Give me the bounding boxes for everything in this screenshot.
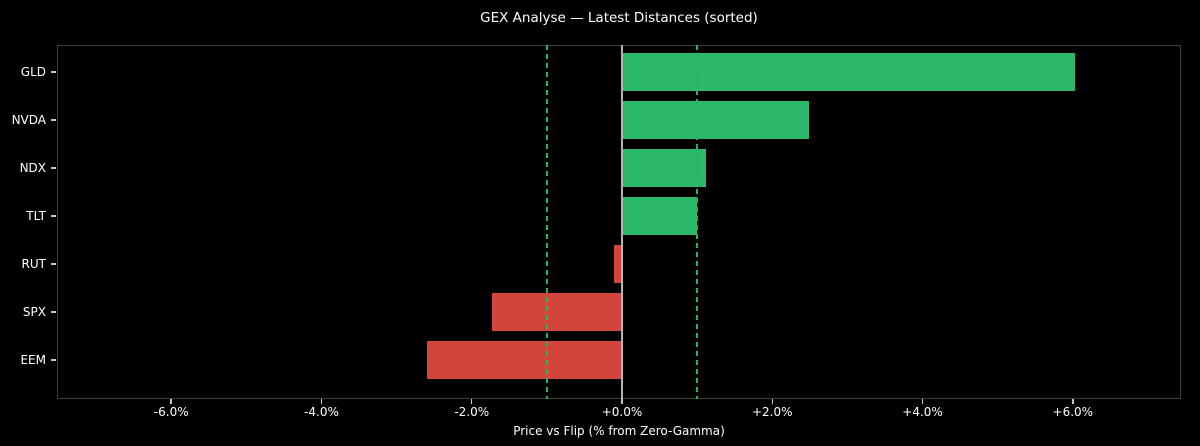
- y-tick-label: RUT: [21, 257, 46, 271]
- y-tick-mark: [51, 359, 56, 361]
- x-tick-mark: [320, 399, 323, 404]
- x-axis-label: Price vs Flip (% from Zero-Gamma): [513, 424, 725, 438]
- y-tick-label: NVDA: [11, 113, 46, 127]
- x-tick-mark: [921, 399, 924, 404]
- y-tick-mark: [51, 263, 56, 265]
- gamma-threshold-line: [696, 45, 699, 399]
- x-tick-mark: [470, 399, 473, 404]
- x-tick-mark: [621, 399, 623, 404]
- x-tick-label: +4.0%: [902, 405, 943, 419]
- x-tick-label: +6.0%: [1052, 405, 1094, 419]
- y-tick-mark: [51, 167, 56, 169]
- y-tick-label: EEM: [20, 353, 46, 367]
- gamma-threshold-line: [545, 45, 548, 399]
- y-tick-label: GLD: [20, 65, 46, 79]
- x-tick-label: -6.0%: [153, 405, 189, 419]
- y-tick-mark: [51, 311, 56, 313]
- y-tick-label: TLT: [26, 209, 46, 223]
- bar-eem: [427, 341, 622, 379]
- zero-line: [621, 45, 623, 399]
- x-tick-label: -4.0%: [304, 405, 339, 419]
- bar-rut: [613, 245, 622, 283]
- bar-gld: [622, 53, 1076, 91]
- plot-area: [57, 45, 1181, 399]
- x-tick-mark: [1072, 399, 1074, 404]
- y-tick-mark: [51, 215, 56, 217]
- x-tick-label: +0.0%: [601, 405, 643, 419]
- x-tick-label: +2.0%: [751, 405, 793, 419]
- y-tick-label: SPX: [22, 305, 46, 319]
- y-tick-mark: [51, 71, 56, 73]
- y-tick-label: NDX: [19, 161, 46, 175]
- chart-title: GEX Analyse — Latest Distances (sorted): [480, 10, 758, 26]
- bar-ndx: [622, 149, 707, 187]
- bar-tlt: [622, 197, 698, 235]
- bar-spx: [492, 293, 622, 331]
- x-tick-mark: [170, 399, 172, 404]
- bar-nvda: [622, 101, 810, 139]
- x-tick-mark: [771, 399, 774, 404]
- y-tick-mark: [51, 119, 56, 121]
- x-tick-label: -2.0%: [454, 405, 490, 419]
